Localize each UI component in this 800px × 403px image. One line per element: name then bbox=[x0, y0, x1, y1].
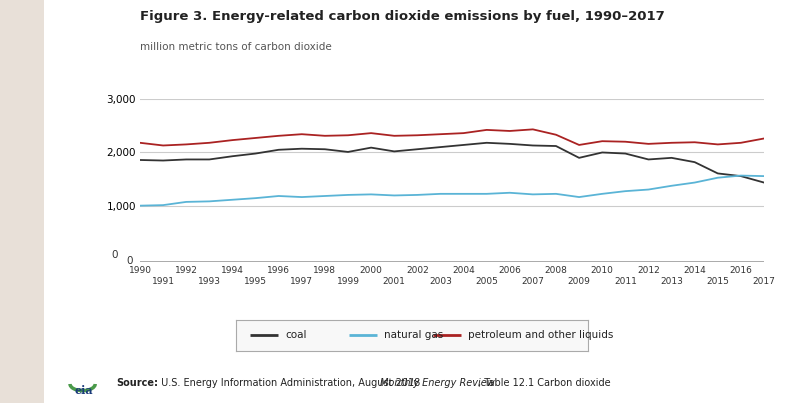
Text: Figure 3. Energy-related carbon dioxide emissions by fuel, 1990–2017: Figure 3. Energy-related carbon dioxide … bbox=[140, 10, 665, 23]
Text: 2011: 2011 bbox=[614, 277, 637, 286]
Text: 1998: 1998 bbox=[314, 266, 336, 275]
Text: 1999: 1999 bbox=[337, 277, 359, 286]
Text: coal: coal bbox=[286, 330, 306, 341]
Text: 1994: 1994 bbox=[221, 266, 244, 275]
Text: U.S. Energy Information Administration, August 2018: U.S. Energy Information Administration, … bbox=[158, 378, 423, 388]
Text: 2010: 2010 bbox=[590, 266, 614, 275]
Text: 2014: 2014 bbox=[683, 266, 706, 275]
Text: 1991: 1991 bbox=[152, 277, 174, 286]
Text: 2007: 2007 bbox=[522, 277, 544, 286]
Text: 0: 0 bbox=[112, 250, 118, 260]
Text: 2017: 2017 bbox=[753, 277, 775, 286]
Text: 2000: 2000 bbox=[360, 266, 382, 275]
Text: 1997: 1997 bbox=[290, 277, 314, 286]
Text: 1992: 1992 bbox=[174, 266, 198, 275]
Text: Monthly Energy Review: Monthly Energy Review bbox=[380, 378, 494, 388]
Text: 2015: 2015 bbox=[706, 277, 730, 286]
Text: 1995: 1995 bbox=[244, 277, 267, 286]
Text: petroleum and other liquids: petroleum and other liquids bbox=[468, 330, 614, 341]
Text: eia: eia bbox=[74, 385, 93, 396]
Text: 2013: 2013 bbox=[660, 277, 683, 286]
Text: 1990: 1990 bbox=[129, 266, 151, 275]
Text: Source:: Source: bbox=[116, 378, 158, 388]
Text: 0: 0 bbox=[126, 256, 133, 266]
Text: 2004: 2004 bbox=[452, 266, 475, 275]
Text: , Table 12.1 Carbon dioxide: , Table 12.1 Carbon dioxide bbox=[478, 378, 610, 388]
Text: 2016: 2016 bbox=[730, 266, 752, 275]
Text: 2002: 2002 bbox=[406, 266, 429, 275]
Text: 2005: 2005 bbox=[475, 277, 498, 286]
Text: 2009: 2009 bbox=[568, 277, 590, 286]
Text: 2001: 2001 bbox=[382, 277, 406, 286]
Text: 2012: 2012 bbox=[637, 266, 660, 275]
Text: million metric tons of carbon dioxide: million metric tons of carbon dioxide bbox=[140, 42, 332, 52]
Text: 1996: 1996 bbox=[267, 266, 290, 275]
Text: 2008: 2008 bbox=[545, 266, 567, 275]
Text: 2003: 2003 bbox=[429, 277, 452, 286]
Text: natural gas: natural gas bbox=[384, 330, 443, 341]
Text: 1993: 1993 bbox=[198, 277, 221, 286]
Text: 2006: 2006 bbox=[498, 266, 522, 275]
